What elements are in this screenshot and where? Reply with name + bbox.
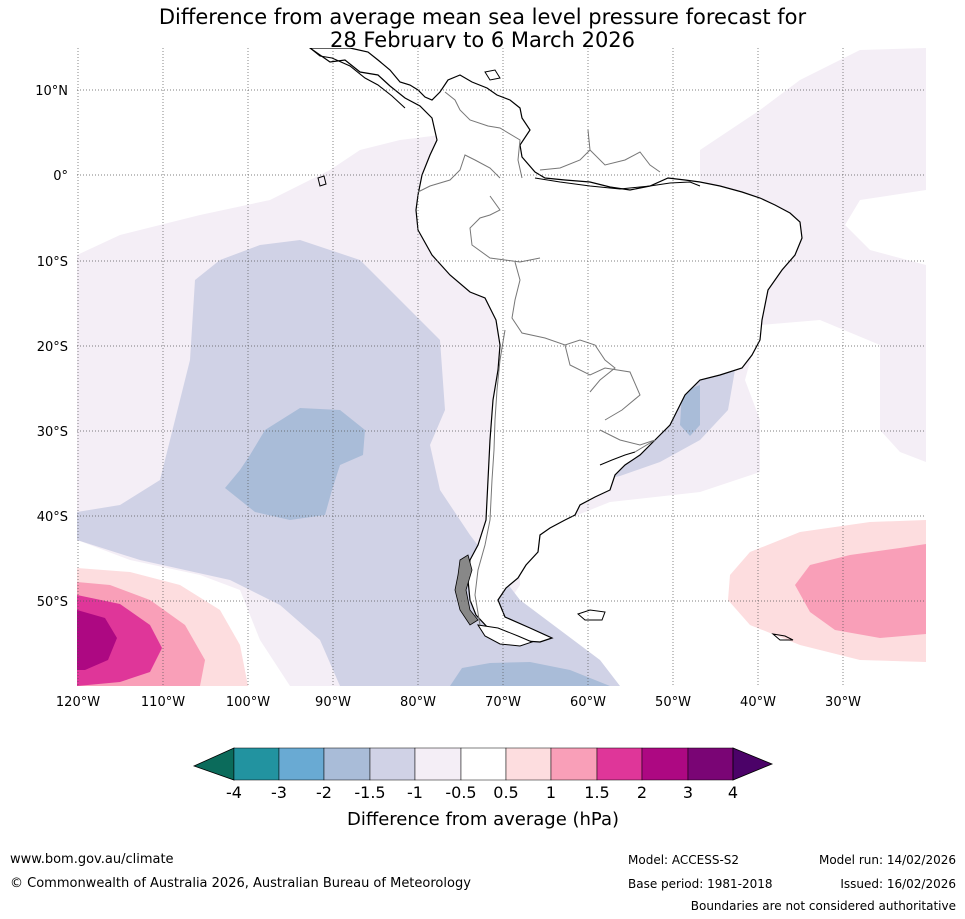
lon-label-110w: 110°W	[141, 695, 185, 710]
colorbar-tick-label: 1	[546, 783, 556, 802]
lat-label-50s: 50°S	[37, 595, 68, 610]
colorbar-tick-label: -4	[226, 783, 242, 802]
south-america-coastline	[308, 48, 803, 643]
boundary-paraguay	[564, 344, 641, 421]
colorbar-bin-1	[233, 747, 280, 781]
graticule	[77, 48, 926, 686]
lon-label-50w: 50°W	[655, 695, 691, 710]
contour-neg-1.5	[225, 408, 365, 520]
lon-label-30w: 30°W	[825, 695, 861, 710]
falkland-islands	[577, 609, 606, 621]
footer-model: Model: ACCESS-S2	[628, 853, 740, 867]
central-america-coastline	[309, 48, 406, 109]
lon-label-120w: 120°W	[56, 695, 100, 710]
colorbar-bin-4	[369, 747, 416, 781]
footer-copyright: © Commonwealth of Australia 2026, Austra…	[10, 876, 471, 891]
contour-neg-1.5-south	[450, 662, 610, 686]
lon-label-70w: 70°W	[485, 695, 521, 710]
coastlines	[308, 48, 803, 647]
colorbar-tick-label: -2	[316, 783, 332, 802]
footer-issued: Issued: 16/02/2026	[840, 877, 956, 891]
lon-label-90w: 90°W	[315, 695, 351, 710]
footer-disclaimer: Boundaries are not considered authoritat…	[690, 899, 956, 913]
map-frame	[77, 48, 926, 686]
map-title-line-2: 28 February to 6 March 2026	[329, 28, 636, 52]
footer-model-run: Model run: 14/02/2026	[818, 853, 956, 867]
lat-label-10s: 10°S	[37, 255, 68, 270]
colorbar	[192, 747, 774, 781]
lon-label-40w: 40°W	[740, 695, 776, 710]
lat-label-20s: 20°S	[37, 340, 68, 355]
contour-pos-2.0-sw	[77, 610, 117, 670]
colorbar-bin-5	[414, 747, 462, 781]
contour-neg-1.5-east	[680, 385, 700, 436]
colorbar-bin-10	[641, 747, 689, 781]
colorbar-tick-label: 1.5	[584, 783, 609, 802]
colorbar-tick-label: -1	[407, 783, 423, 802]
country-boundaries	[417, 91, 661, 626]
lat-label-0: 0°	[53, 169, 68, 184]
footer-website[interactable]: www.bom.gov.au/climate	[10, 852, 174, 867]
colorbar-tick-label: 0.5	[493, 783, 518, 802]
colorbar-ticks: -4 -3 -2 -1.5 -1 -0.5 0.5 1 1.5 2 3 4	[226, 783, 738, 802]
galapagos-islands	[317, 175, 327, 187]
colorbar-bin-11	[687, 747, 734, 781]
caribbean-island	[484, 69, 501, 81]
latitude-labels: 10°N 0° 10°S 20°S 30°S 40°S 50°S	[35, 84, 68, 610]
lon-label-100w: 100°W	[226, 695, 270, 710]
contour-pos-1.0-se	[795, 544, 926, 638]
colorbar-bin-2	[278, 747, 325, 781]
colorbar-bin-7	[505, 747, 552, 781]
colorbar-bin-3	[323, 747, 371, 781]
colorbar-tick-label: 4	[728, 783, 738, 802]
lon-label-80w: 80°W	[400, 695, 436, 710]
colorbar-label: Difference from average (hPa)	[347, 809, 619, 830]
colorbar-bin-9	[596, 747, 643, 781]
rio-de-la-plata	[599, 451, 636, 466]
colorbar-bin-8	[550, 747, 598, 781]
amazon-river	[534, 177, 701, 190]
boundary-ecuador-peru	[417, 154, 501, 193]
colorbar-tick-label: -3	[271, 783, 287, 802]
footer-base-period: Base period: 1981-2018	[628, 877, 773, 891]
map-title-line-1: Difference from average mean sea level p…	[158, 5, 807, 29]
colorbar-extend-low	[192, 747, 235, 781]
boundary-brazil-north	[539, 149, 591, 171]
lat-label-30s: 30°S	[37, 425, 68, 440]
chilean-archipelago	[454, 554, 479, 626]
south-georgia	[771, 633, 794, 641]
boundary-colombia-venezuela	[444, 91, 523, 179]
boundary-chile-argentina	[474, 329, 506, 626]
longitude-labels: 120°W 110°W 100°W 90°W 80°W 70°W 60°W 50…	[56, 695, 861, 710]
lat-label-40s: 40°S	[37, 510, 68, 525]
tierra-del-fuego	[476, 624, 534, 647]
lat-label-10n: 10°N	[35, 84, 68, 99]
boundary-uruguay	[599, 429, 656, 453]
colorbar-tick-label: -1.5	[354, 783, 385, 802]
colorbar-tick-label: -0.5	[445, 783, 476, 802]
colorbar-bin-6	[460, 747, 507, 781]
colorbar-extend-high	[732, 747, 774, 781]
colorbar-tick-label: 3	[683, 783, 693, 802]
colorbar-tick-label: 2	[637, 783, 647, 802]
lon-label-60w: 60°W	[570, 695, 606, 710]
